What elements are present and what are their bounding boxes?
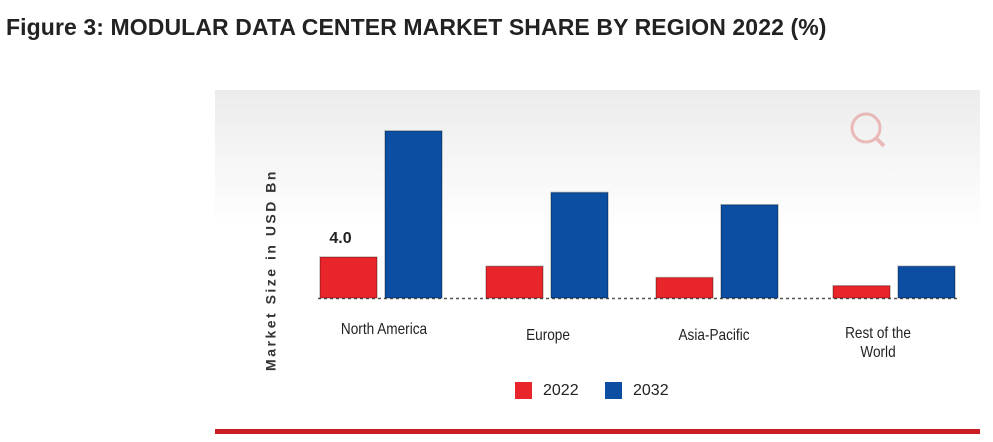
chart-title: Figure 3: MODULAR DATA CENTER MARKET SHA… (6, 14, 827, 40)
x-tick-label: Rest of the World (845, 325, 911, 361)
bottom-band (215, 429, 980, 434)
legend-label: 2022 (543, 382, 579, 399)
bar (319, 256, 378, 299)
bar (720, 203, 779, 299)
x-tick-label: Europe (526, 327, 570, 344)
bar (897, 265, 956, 299)
bar (485, 265, 544, 299)
x-tick-label: Asia-Pacific (678, 327, 750, 344)
bar (384, 130, 443, 299)
data-label: 4.0 (329, 230, 351, 247)
bar (550, 191, 609, 299)
watermark (850, 112, 886, 148)
legend-swatch (605, 382, 622, 399)
legend-label: 2032 (633, 382, 669, 399)
x-tick-label: North America (340, 321, 428, 338)
y-axis-label: Market Size in USD Bn (263, 169, 279, 371)
bar (832, 284, 891, 299)
legend-swatch (515, 382, 532, 399)
bar (655, 276, 714, 299)
